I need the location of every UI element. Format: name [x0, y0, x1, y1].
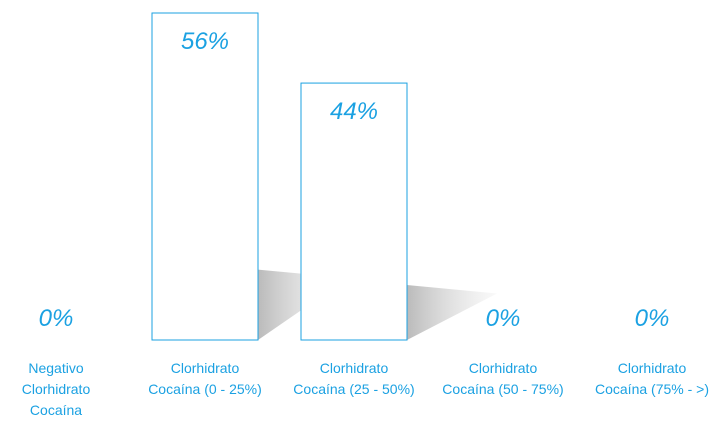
- bars: [151, 12, 408, 341]
- bar: [300, 82, 408, 341]
- category-label: Clorhidrato Cocaína (50 - 75%): [442, 360, 563, 397]
- category-label: Clorhidrato Cocaína (25 - 50%): [293, 360, 414, 397]
- data-label: 0%: [39, 305, 74, 332]
- data-labels: 0% 56% 44% 0% 0%: [39, 28, 670, 332]
- data-label: 0%: [635, 305, 670, 332]
- data-label: 56%: [181, 28, 229, 55]
- category-label: Clorhidrato Cocaína (75% - >): [595, 360, 709, 397]
- data-label: 0%: [486, 305, 521, 332]
- category-label: Negativo Clorhidrato Cocaína: [22, 360, 91, 418]
- category-label: Clorhidrato Cocaína (0 - 25%): [148, 360, 262, 397]
- category-labels: Negativo Clorhidrato Cocaína Clorhidrato Coc…: [22, 360, 709, 418]
- data-label: 44%: [330, 98, 378, 125]
- bar-shadow: [391, 283, 497, 340]
- bar: [151, 12, 259, 341]
